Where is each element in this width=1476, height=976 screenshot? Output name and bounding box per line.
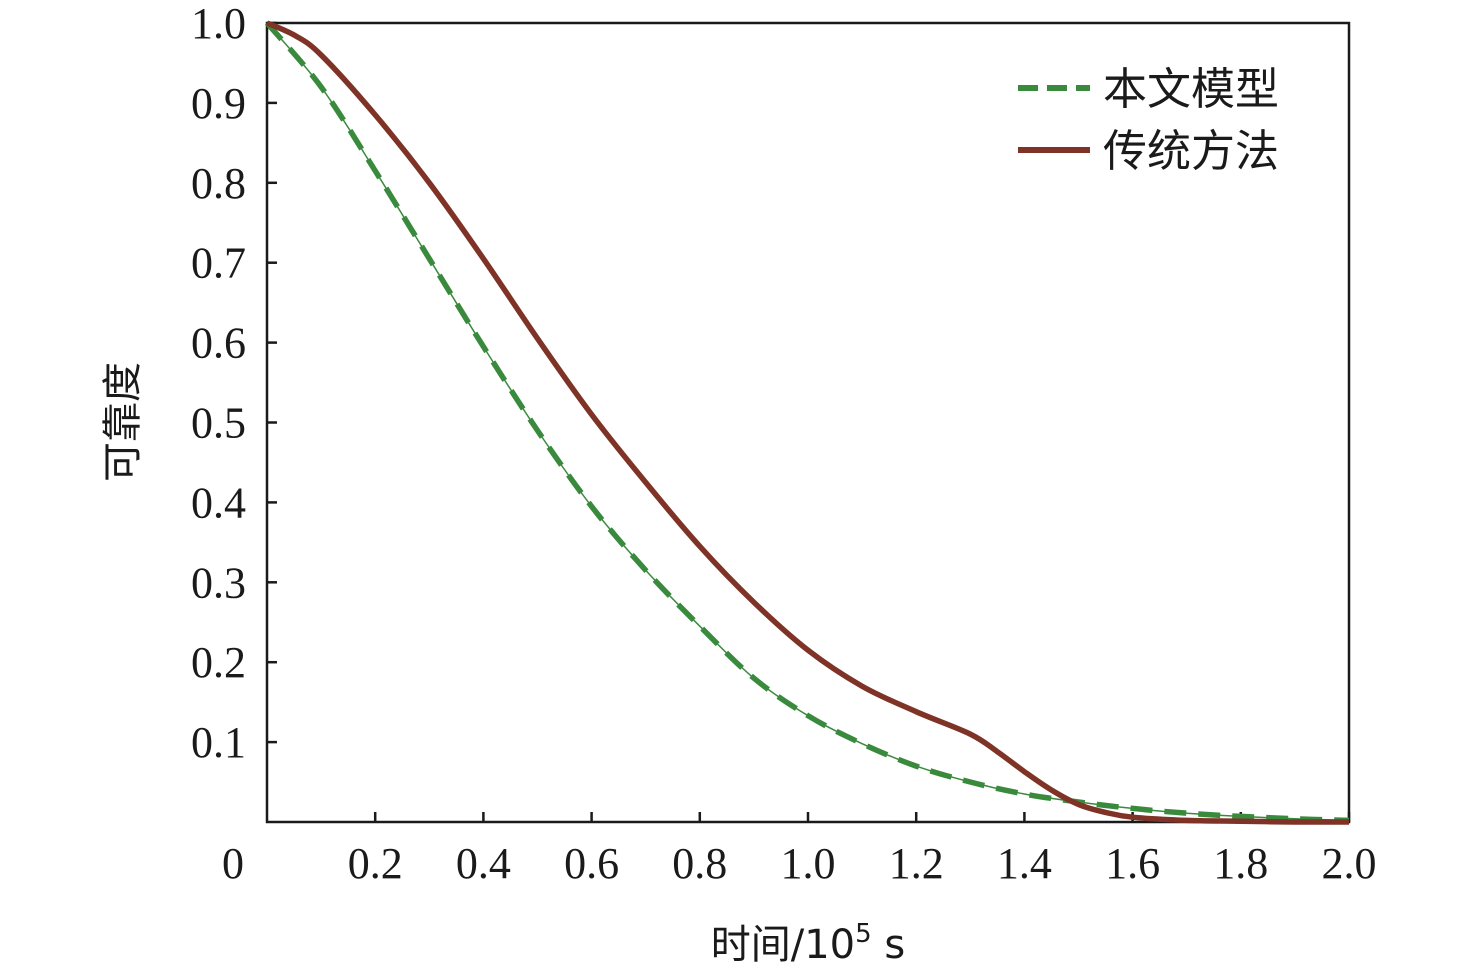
x-axis-label-exponent: 5 — [855, 919, 872, 949]
y-tick-label: 0.6 — [191, 319, 246, 368]
x-axis-label-main: 时间/10 — [711, 922, 855, 968]
x-axis-label: 时间/105 s — [711, 919, 905, 968]
series-1-line — [264, 21, 1350, 824]
x-tick-label: 0.6 — [564, 839, 619, 888]
series-layer — [264, 20, 1350, 825]
y-tick-label: 1.0 — [191, 0, 246, 48]
x-axis-ticks: 0.2 0.4 0.6 0.8 1.0 1.2 1.4 1.6 1.8 2.0 — [348, 812, 1377, 888]
x-tick-label: 1.8 — [1213, 839, 1268, 888]
y-tick-label: 0.1 — [191, 718, 246, 767]
y-tick-label: 0.7 — [191, 239, 246, 288]
y-tick-label: 0.8 — [191, 159, 246, 208]
x-tick-label: 1.0 — [781, 839, 836, 888]
x-tick-label: 1.4 — [997, 839, 1052, 888]
origin-tick-label: 0 — [222, 839, 244, 888]
x-tick-label: 2.0 — [1322, 839, 1377, 888]
y-axis-ticks: 0.1 0.2 0.3 0.4 0.5 0.6 0.7 0.8 0.9 1.0 — [191, 0, 277, 767]
x-tick-label: 0.4 — [456, 839, 511, 888]
series-2-line — [265, 20, 1350, 825]
x-axis-label-unit: s — [872, 922, 906, 968]
y-tick-label: 0.4 — [191, 478, 246, 527]
y-tick-label: 0.3 — [191, 558, 246, 607]
x-tick-label: 1.6 — [1105, 839, 1160, 888]
x-tick-label: 0.8 — [672, 839, 727, 888]
y-axis-label: 可靠度 — [100, 362, 146, 482]
legend-label-series-2: 传统方法 — [1103, 126, 1279, 177]
legend-label-series-1: 本文模型 — [1103, 64, 1279, 115]
legend: 本文模型 传统方法 — [1018, 64, 1279, 177]
y-tick-label: 0.9 — [191, 79, 246, 128]
y-tick-label: 0.5 — [191, 399, 246, 448]
x-tick-label: 1.2 — [889, 839, 944, 888]
x-tick-label: 0.2 — [348, 839, 403, 888]
y-tick-label: 0.2 — [191, 638, 246, 687]
